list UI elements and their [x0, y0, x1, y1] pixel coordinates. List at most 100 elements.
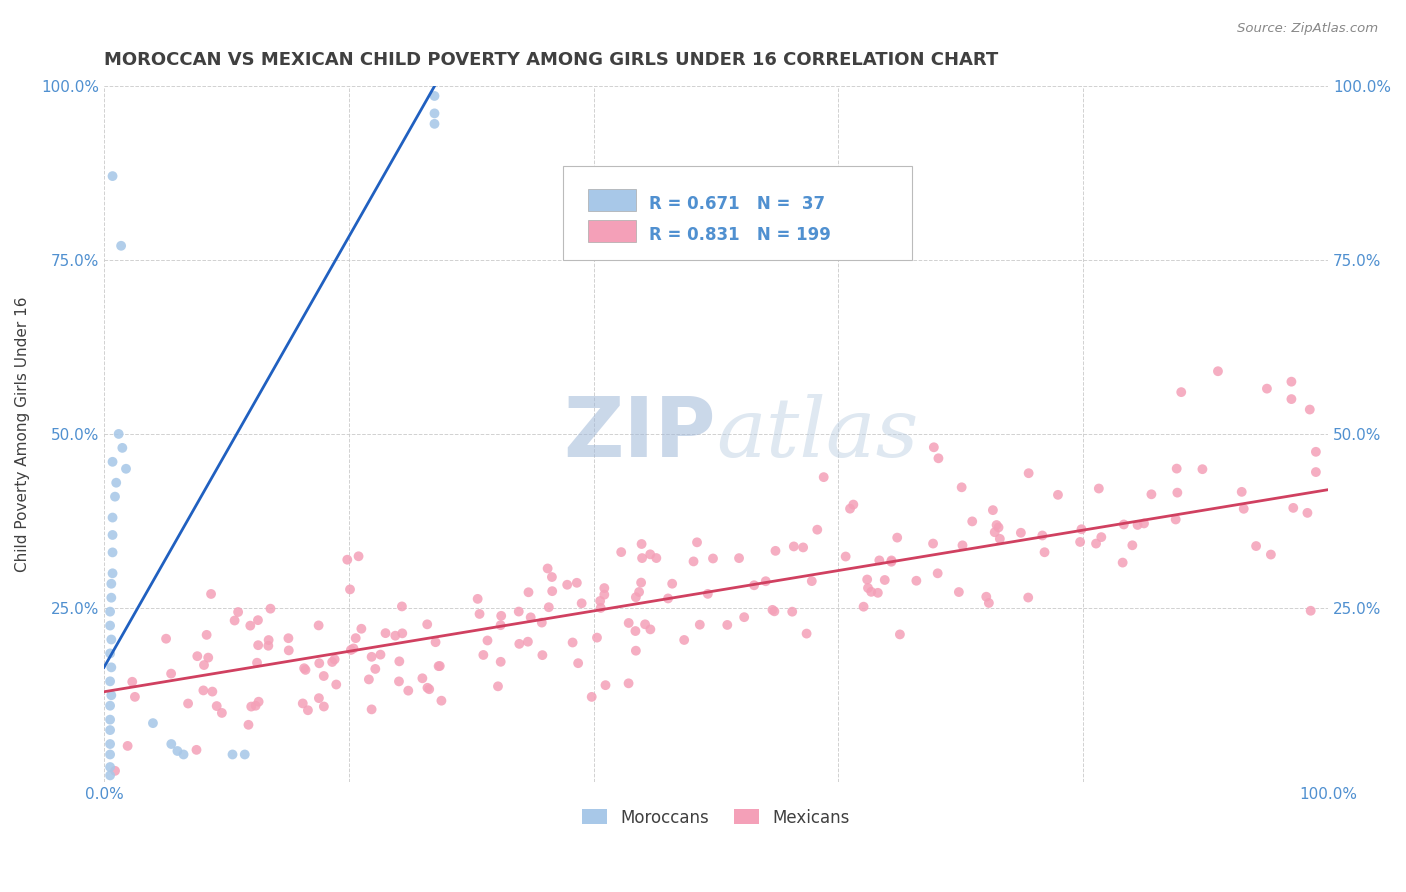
- Point: [593, 588, 616, 602]
- Text: ZIP: ZIP: [564, 393, 716, 475]
- Legend: Moroccans, Mexicans: Moroccans, Mexicans: [575, 802, 856, 833]
- Point: [467, 591, 489, 606]
- Point: [193, 658, 215, 673]
- Point: [1244, 539, 1267, 553]
- Point: [427, 659, 450, 673]
- Point: [238, 718, 260, 732]
- Point: [486, 679, 509, 693]
- Point: [245, 698, 267, 713]
- Point: [780, 605, 803, 619]
- Point: [960, 515, 983, 529]
- Point: [339, 582, 361, 597]
- Point: [733, 610, 755, 624]
- Point: [519, 610, 541, 624]
- Point: [983, 525, 1005, 540]
- Point: [873, 573, 896, 587]
- Point: [1033, 545, 1056, 559]
- Point: [425, 635, 447, 649]
- Point: [1031, 528, 1053, 542]
- Point: [555, 578, 578, 592]
- Point: [340, 643, 363, 657]
- Point: [360, 702, 382, 716]
- Point: [630, 575, 652, 590]
- Point: [761, 603, 783, 617]
- Point: [115, 462, 138, 476]
- Point: [1046, 488, 1069, 502]
- Point: [364, 662, 387, 676]
- Point: [1070, 522, 1092, 536]
- Point: [868, 553, 890, 567]
- Point: [117, 739, 139, 753]
- Point: [247, 638, 270, 652]
- Point: [155, 632, 177, 646]
- Point: [411, 671, 433, 685]
- Text: atlas: atlas: [716, 394, 918, 474]
- Point: [291, 697, 314, 711]
- Point: [1111, 556, 1133, 570]
- Point: [880, 555, 903, 569]
- Point: [247, 695, 270, 709]
- Point: [423, 89, 446, 103]
- Point: [374, 626, 396, 640]
- Point: [860, 584, 883, 599]
- Point: [98, 698, 121, 713]
- Point: [110, 239, 132, 253]
- Point: [277, 631, 299, 645]
- Point: [645, 551, 668, 566]
- Point: [765, 544, 787, 558]
- Point: [388, 674, 411, 689]
- Point: [418, 682, 440, 697]
- Point: [321, 655, 343, 669]
- Point: [1281, 392, 1303, 406]
- Point: [360, 649, 382, 664]
- Point: [638, 547, 661, 561]
- Point: [716, 618, 738, 632]
- Text: MOROCCAN VS MEXICAN CHILD POVERTY AMONG GIRLS UNDER 16 CORRELATION CHART: MOROCCAN VS MEXICAN CHILD POVERTY AMONG …: [104, 51, 998, 69]
- Point: [294, 663, 316, 677]
- Point: [357, 673, 380, 687]
- Point: [537, 600, 560, 615]
- Point: [98, 737, 121, 751]
- Point: [233, 747, 256, 762]
- Point: [98, 713, 121, 727]
- Point: [388, 654, 411, 668]
- Point: [886, 531, 908, 545]
- Point: [472, 648, 495, 662]
- Point: [430, 694, 453, 708]
- Point: [197, 650, 219, 665]
- Point: [1018, 466, 1040, 480]
- Point: [866, 586, 889, 600]
- Point: [121, 674, 143, 689]
- Point: [1166, 461, 1188, 475]
- FancyBboxPatch shape: [562, 166, 912, 260]
- Point: [200, 587, 222, 601]
- Point: [226, 605, 249, 619]
- Point: [988, 532, 1011, 546]
- Point: [952, 538, 974, 552]
- Point: [595, 678, 617, 692]
- Point: [630, 537, 652, 551]
- Point: [1121, 538, 1143, 552]
- FancyBboxPatch shape: [588, 220, 637, 243]
- Point: [166, 744, 188, 758]
- Point: [624, 643, 647, 657]
- Point: [107, 426, 129, 441]
- Point: [530, 615, 553, 630]
- Point: [796, 626, 818, 640]
- Point: [100, 688, 122, 702]
- Point: [1281, 375, 1303, 389]
- Point: [1305, 445, 1327, 459]
- Point: [1299, 402, 1322, 417]
- Point: [981, 503, 1004, 517]
- Point: [98, 747, 121, 762]
- Point: [1164, 512, 1187, 526]
- Point: [350, 622, 373, 636]
- Point: [104, 764, 127, 778]
- Point: [342, 641, 364, 656]
- Point: [292, 661, 315, 675]
- Point: [813, 470, 835, 484]
- Point: [567, 656, 589, 670]
- Point: [689, 617, 711, 632]
- Point: [423, 106, 446, 120]
- Point: [1230, 484, 1253, 499]
